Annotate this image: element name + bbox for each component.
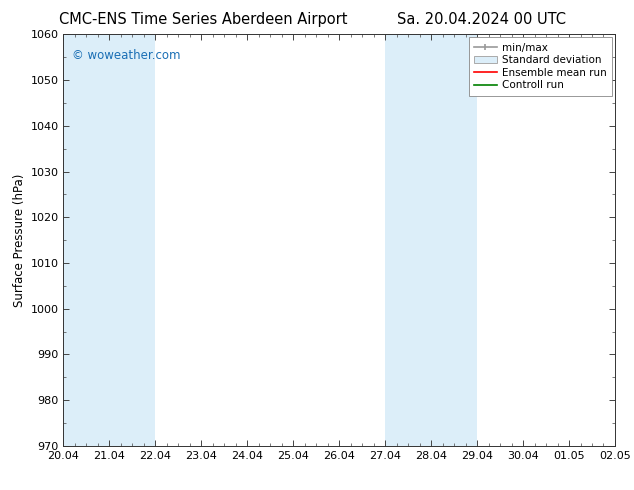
Text: CMC-ENS Time Series Aberdeen Airport: CMC-ENS Time Series Aberdeen Airport [58, 12, 347, 27]
Y-axis label: Surface Pressure (hPa): Surface Pressure (hPa) [13, 173, 26, 307]
Bar [385, 34, 477, 446]
Text: Sa. 20.04.2024 00 UTC: Sa. 20.04.2024 00 UTC [398, 12, 566, 27]
Legend: min/max, Standard deviation, Ensemble mean run, Controll run: min/max, Standard deviation, Ensemble me… [469, 37, 612, 96]
Bar [63, 34, 155, 446]
Text: © woweather.com: © woweather.com [72, 49, 180, 62]
